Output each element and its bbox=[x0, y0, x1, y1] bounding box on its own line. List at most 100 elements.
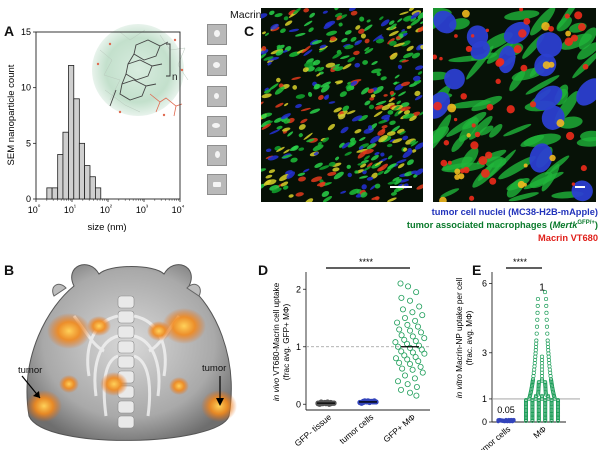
chart-e-point bbox=[533, 357, 538, 362]
microscopy-cell bbox=[268, 83, 279, 91]
chart-e-point bbox=[549, 416, 554, 421]
chart-e-point bbox=[532, 367, 537, 372]
microscopy-cell bbox=[374, 104, 383, 109]
microscopy-cell bbox=[359, 16, 365, 22]
microscopy-cell bbox=[396, 100, 401, 105]
chart-d-point bbox=[406, 361, 413, 368]
chart-e-point bbox=[555, 409, 561, 414]
histogram-x-tick-label: 10² bbox=[100, 204, 113, 215]
microscopy-cell bbox=[389, 138, 396, 143]
chart-d-point bbox=[417, 363, 424, 370]
chart-d-point bbox=[421, 350, 428, 357]
chart-e-point bbox=[536, 385, 541, 390]
microscopy-macrin-signal bbox=[463, 166, 470, 174]
microscopy-cell bbox=[261, 123, 272, 130]
microscopy-cell bbox=[374, 196, 380, 201]
chart-d-point bbox=[396, 359, 403, 366]
microscopy-cell bbox=[354, 129, 362, 134]
chart-e-point bbox=[545, 331, 550, 336]
microscopy-macrin-signal bbox=[566, 131, 575, 141]
microscopy-cell bbox=[433, 71, 450, 81]
microscopy-macrin-signal bbox=[478, 156, 488, 165]
histogram-bar bbox=[68, 65, 75, 200]
histogram-bar bbox=[78, 142, 86, 200]
histogram-x-tick-label: 10⁴ bbox=[172, 204, 185, 215]
chart-d-x-tick-label: GFP- tissue bbox=[292, 412, 333, 449]
microscopy-macrin-signal bbox=[485, 28, 490, 33]
microscopy-cell bbox=[387, 110, 394, 115]
microscopy-cell bbox=[358, 137, 366, 142]
microscopy-cell bbox=[433, 126, 450, 146]
chart-e-point bbox=[543, 402, 548, 407]
microscopy-cell bbox=[353, 50, 360, 56]
chart-e-point bbox=[536, 400, 541, 405]
microscopy-cell bbox=[372, 34, 383, 42]
microscopy-cell bbox=[334, 12, 343, 18]
sem-thumbnail bbox=[207, 55, 227, 76]
structure-n-label: n bbox=[172, 72, 178, 83]
chart-e-point bbox=[555, 407, 561, 412]
microscopy-cell bbox=[333, 107, 342, 113]
microscopy-cell bbox=[303, 132, 313, 140]
microscopy-cell bbox=[319, 44, 327, 49]
microscopy-cell bbox=[276, 44, 285, 51]
microscopy-cell bbox=[479, 125, 494, 136]
chart-e-point bbox=[523, 403, 529, 408]
chart-e-point bbox=[539, 354, 545, 359]
microscopy-cell bbox=[394, 178, 402, 185]
panel-d-letter: D bbox=[258, 262, 269, 278]
chart-e-point bbox=[536, 389, 541, 394]
microscopy-macrin-signal bbox=[471, 123, 476, 128]
microscopy-cell bbox=[412, 75, 421, 82]
microscopy-cell bbox=[403, 52, 414, 59]
chart-d-y-axis-label: in vivo VT680-Macrin cell uptake bbox=[272, 282, 281, 401]
chart-e-point bbox=[545, 338, 550, 343]
chart-e-point bbox=[546, 348, 551, 353]
microscopy-cell bbox=[393, 42, 405, 48]
microscopy-cell bbox=[283, 149, 290, 154]
microscopy-cell bbox=[295, 94, 306, 99]
chart-e-point bbox=[543, 391, 548, 396]
microscopy-macrin-signal bbox=[469, 195, 475, 201]
microscopy-cell bbox=[415, 65, 423, 71]
chart-e-point bbox=[536, 418, 541, 423]
microscopy-cell bbox=[556, 16, 572, 32]
chart-e-point bbox=[547, 367, 552, 372]
chart-e-point bbox=[549, 400, 554, 405]
chart-e-point bbox=[533, 395, 538, 400]
chart-e-point bbox=[555, 413, 561, 418]
microscopy-cell bbox=[275, 102, 284, 108]
microscopy-cell bbox=[274, 13, 283, 18]
microscopy-cell bbox=[346, 84, 354, 92]
microscopy-macrin-signal bbox=[447, 160, 452, 165]
microscopy-cell bbox=[276, 125, 283, 130]
microscopy-cell bbox=[389, 90, 395, 96]
chart-e-point bbox=[536, 407, 541, 412]
microscopy-cell bbox=[286, 171, 296, 179]
microscopy-cell bbox=[369, 96, 375, 101]
microscopy-cell bbox=[503, 123, 532, 137]
microscopy-cell bbox=[523, 133, 561, 147]
chart-e-point bbox=[536, 402, 541, 407]
chart-d-point bbox=[398, 294, 405, 301]
microscopy-cell bbox=[334, 8, 339, 11]
microscopy-nucleus bbox=[503, 21, 530, 44]
histogram-y-axis-label: SEM nanoparticle count bbox=[6, 64, 17, 165]
chart-e-point bbox=[549, 402, 554, 407]
microscopy-cell bbox=[388, 20, 395, 25]
chart-e-point bbox=[543, 384, 548, 389]
chart-e-point bbox=[530, 399, 535, 404]
microscopy-cell bbox=[338, 142, 345, 148]
microscopy-cell bbox=[351, 115, 363, 122]
chart-e-point bbox=[536, 411, 541, 416]
chart-e-point bbox=[555, 399, 561, 404]
chart-d-point bbox=[404, 321, 411, 328]
microscopy-cell bbox=[400, 81, 411, 87]
microscopy-cell bbox=[373, 111, 383, 118]
chart-e-mean-label: 0.05 bbox=[497, 405, 515, 415]
microscopy-cell bbox=[405, 138, 416, 145]
chart-e-point bbox=[549, 403, 554, 408]
microscopy-cell bbox=[376, 71, 381, 77]
microscopy-macrin-signal bbox=[470, 141, 479, 150]
microscopy-cell bbox=[383, 94, 388, 97]
